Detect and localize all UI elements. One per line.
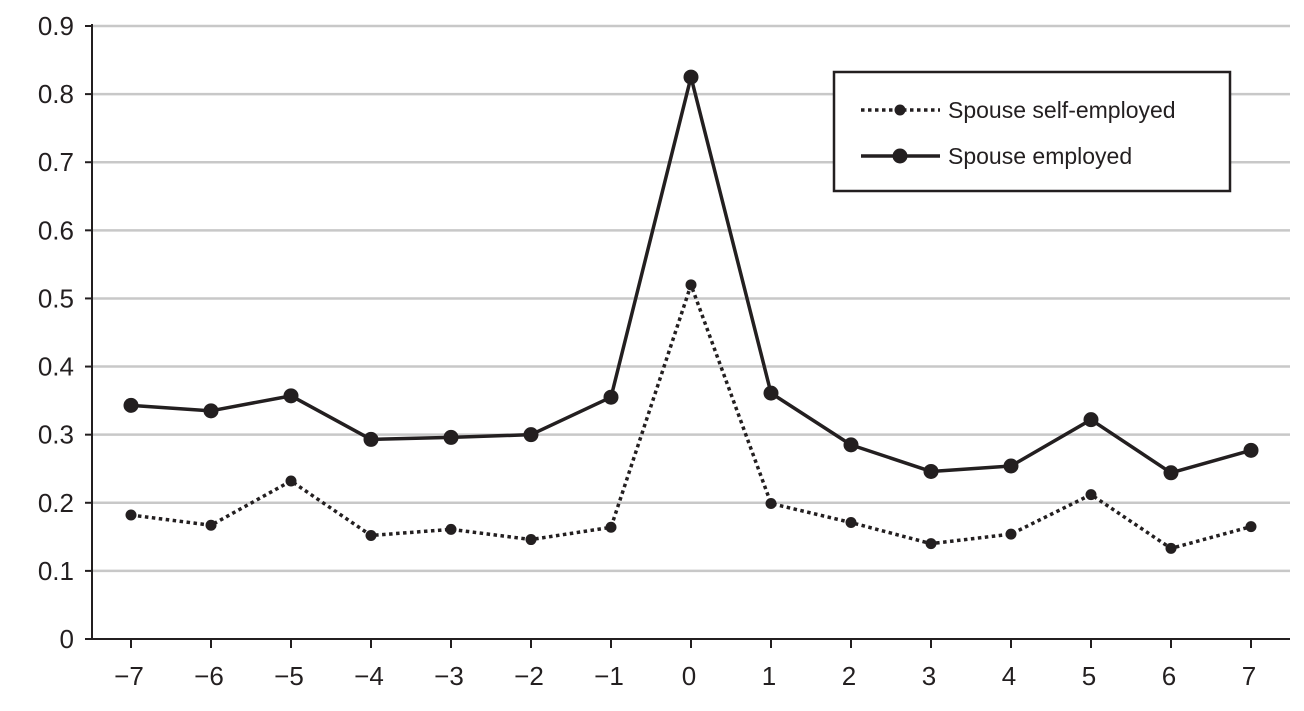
legend-label: Spouse employed xyxy=(948,143,1132,169)
x-tick-label: −3 xyxy=(434,661,464,691)
legend-swatch-marker xyxy=(894,104,906,116)
legend-swatch-marker xyxy=(892,148,908,164)
x-tick-label: 0 xyxy=(682,661,696,691)
x-tick-label: −6 xyxy=(194,661,224,691)
x-tick-label: 4 xyxy=(1002,661,1016,691)
data-point xyxy=(445,523,457,535)
legend-box xyxy=(832,70,1232,193)
legend: Spouse self-employed Spouse employed xyxy=(832,70,1232,193)
data-point xyxy=(605,521,617,533)
y-tick-label: 0.2 xyxy=(38,488,74,518)
data-point xyxy=(1083,412,1099,428)
data-point xyxy=(125,509,137,521)
x-tick-label: 2 xyxy=(842,661,856,691)
series-spouse-employed xyxy=(123,69,1259,481)
data-point xyxy=(1165,542,1177,554)
data-point xyxy=(363,431,379,447)
data-point xyxy=(763,385,779,401)
series-spouse-self-employed xyxy=(125,279,1257,554)
data-point xyxy=(1005,528,1017,540)
data-point xyxy=(523,427,539,443)
data-point xyxy=(1085,489,1097,501)
y-tick-label: 0 xyxy=(60,624,74,654)
x-tick-label: −5 xyxy=(274,661,304,691)
gridlines xyxy=(92,24,1290,573)
y-tick-label: 0.4 xyxy=(38,352,74,382)
data-point xyxy=(845,517,857,529)
data-point xyxy=(1003,458,1019,474)
data-point xyxy=(203,403,219,419)
x-tick-label: 5 xyxy=(1082,661,1096,691)
data-point xyxy=(685,279,697,291)
data-point xyxy=(123,397,139,413)
data-point xyxy=(365,529,377,541)
series-line xyxy=(130,283,1252,551)
data-point xyxy=(525,534,537,546)
series-group xyxy=(123,69,1259,554)
y-tick-label: 0.6 xyxy=(38,215,74,245)
y-tick-label: 0.5 xyxy=(38,283,74,313)
x-tick-label: 3 xyxy=(922,661,936,691)
data-point xyxy=(843,437,859,453)
data-point xyxy=(205,519,217,531)
x-tick-label: −4 xyxy=(354,661,384,691)
legend-label: Spouse self-employed xyxy=(948,97,1176,123)
data-point xyxy=(603,389,619,405)
y-tick-label: 0.3 xyxy=(38,420,74,450)
data-point xyxy=(285,475,297,487)
y-tick-label: 0.7 xyxy=(38,147,74,177)
data-point xyxy=(443,429,459,445)
y-tick-label: 0.8 xyxy=(38,79,74,109)
data-point xyxy=(1245,521,1257,533)
x-tick-label: −1 xyxy=(594,661,624,691)
data-point xyxy=(1243,442,1259,458)
x-tick-label: 6 xyxy=(1162,661,1176,691)
data-point xyxy=(765,497,777,509)
x-tick-label: 7 xyxy=(1242,661,1256,691)
data-point xyxy=(1163,465,1179,481)
data-point xyxy=(283,388,299,404)
data-point xyxy=(923,463,939,479)
x-tick-label: −7 xyxy=(114,661,144,691)
axes: 0 0.1 0.2 0.3 0.4 0.5 0.6 0.7 0.8 0.9 −7 −6 −5 −4 −3 −2… xyxy=(38,11,1290,691)
y-tick-label: 0.9 xyxy=(38,11,74,41)
x-tick-label: −2 xyxy=(514,661,544,691)
data-point xyxy=(925,538,937,550)
x-tick-label: 1 xyxy=(762,661,776,691)
y-tick-label: 0.1 xyxy=(38,556,74,586)
data-point xyxy=(683,69,699,85)
